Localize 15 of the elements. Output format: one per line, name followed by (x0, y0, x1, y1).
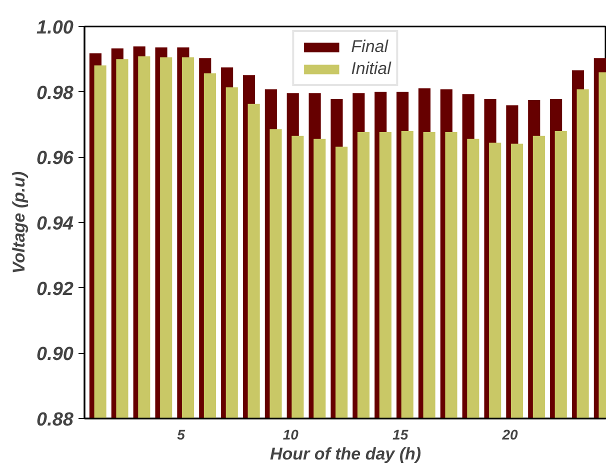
x-tick-label: 20 (501, 426, 518, 442)
y-tick-label: 0.90 (36, 344, 74, 366)
y-axis-title: Voltage (p.u) (10, 171, 29, 274)
x-tick-label: 10 (282, 426, 299, 442)
x-axis-title: Hour of the day (h) (270, 444, 422, 464)
y-tick-label: 0.94 (36, 214, 74, 234)
y-tick-label: 0.88 (36, 410, 74, 430)
x-tick-label: 5 (177, 426, 186, 442)
legend-label: Initial (351, 59, 391, 79)
y-tick-label: 0.92 (36, 278, 74, 300)
legend-label: Final (351, 37, 388, 57)
x-tick-label: 15 (392, 426, 408, 442)
y-tick-label: 0.98 (36, 82, 74, 104)
y-tick-label: 1.00 (36, 18, 74, 38)
y-tick-label: 0.96 (36, 148, 74, 170)
